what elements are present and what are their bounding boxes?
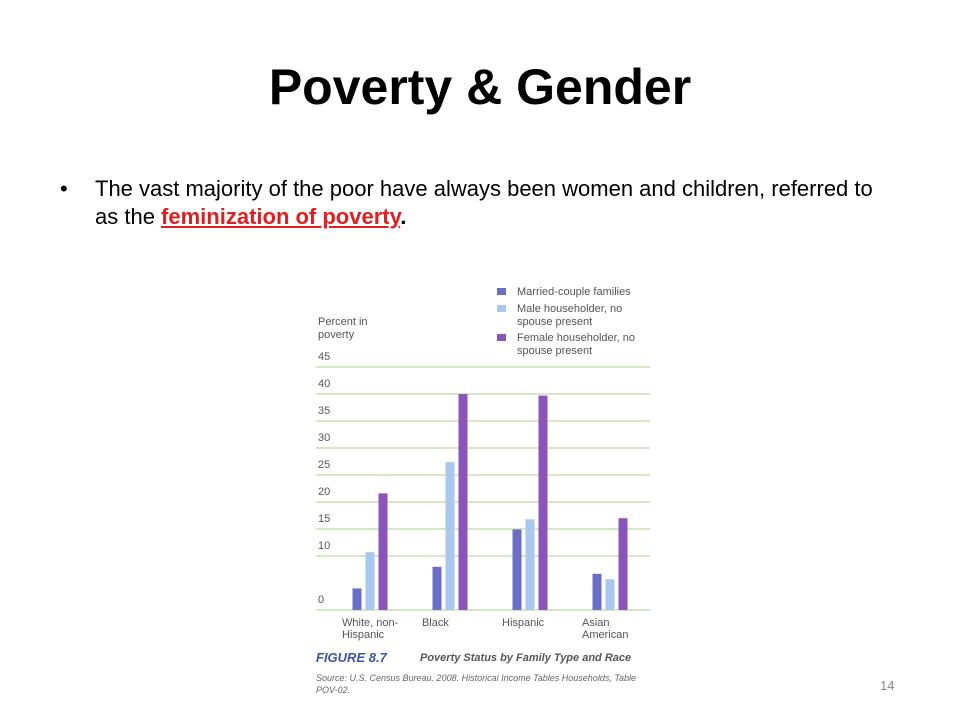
y-tick-label: 10 bbox=[318, 540, 330, 552]
bar bbox=[365, 552, 375, 610]
bar bbox=[605, 579, 615, 610]
caption: Poverty Status by Family Type and Race bbox=[420, 652, 632, 664]
legend-entry: Female householder, no spouse present bbox=[497, 332, 647, 358]
bar bbox=[445, 462, 455, 610]
y-tick-label: 15 bbox=[318, 513, 330, 525]
figure-label: FIGURE 8.7 bbox=[316, 650, 387, 665]
bar bbox=[592, 573, 602, 610]
legend-entry: Male householder, no spouse present bbox=[497, 303, 647, 329]
y-tick-label: 25 bbox=[318, 459, 330, 471]
legend-swatch bbox=[497, 334, 506, 341]
bar bbox=[458, 394, 468, 610]
x-tick-label: Hispanic bbox=[502, 617, 545, 629]
y-tick-label: 30 bbox=[318, 432, 330, 444]
bullet-end: . bbox=[400, 204, 407, 229]
y-tick-label: 35 bbox=[318, 405, 330, 417]
y-tick-label: 45 bbox=[318, 351, 330, 363]
legend-label: Married-couple families bbox=[517, 286, 631, 298]
legend-label: Male householder, no spouse present bbox=[517, 303, 623, 328]
bar bbox=[525, 519, 535, 610]
bar bbox=[538, 395, 548, 610]
bullet: • The vast majority of the poor have alwa… bbox=[60, 175, 875, 231]
legend-entry: Married-couple families bbox=[497, 286, 647, 299]
source: Source: U.S. Census Bureau. 2008. Histor… bbox=[316, 673, 637, 695]
legend-swatch bbox=[497, 305, 506, 312]
bar bbox=[378, 493, 388, 610]
page-number: 14 bbox=[880, 678, 895, 693]
bar bbox=[352, 588, 362, 610]
bullet-text: The vast majority of the poor have alway… bbox=[95, 176, 873, 229]
y-tick-label: 0 bbox=[318, 594, 324, 606]
x-tick-label: Black bbox=[422, 617, 449, 629]
y-tick-label: 40 bbox=[318, 378, 330, 390]
x-tick-label: American bbox=[582, 629, 628, 641]
highlight: feminization of poverty bbox=[161, 204, 401, 229]
bar bbox=[512, 529, 522, 610]
legend-swatch bbox=[497, 288, 506, 295]
x-tick-label: White, non- bbox=[342, 617, 399, 629]
x-tick-label: Hispanic bbox=[342, 629, 385, 641]
legend-label: Female householder, no spouse present bbox=[517, 332, 636, 357]
y-tick-label: 20 bbox=[318, 486, 330, 498]
y-axis-label: Percent in bbox=[318, 316, 368, 328]
x-tick-label: Asian bbox=[582, 617, 610, 629]
bullet-dot: • bbox=[60, 176, 68, 201]
bar bbox=[432, 566, 442, 610]
y-axis-label: poverty bbox=[318, 329, 355, 341]
slide-title: Poverty & Gender bbox=[268, 59, 692, 115]
bar bbox=[618, 518, 628, 610]
